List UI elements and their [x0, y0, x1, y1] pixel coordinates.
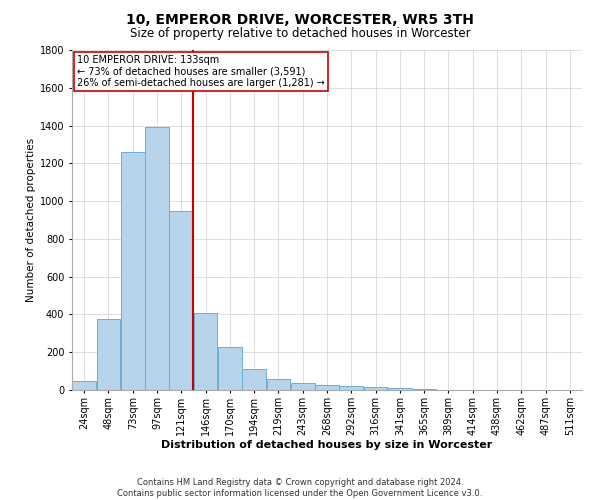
- Bar: [291, 384, 314, 390]
- Bar: [97, 319, 121, 390]
- Bar: [169, 210, 193, 390]
- Bar: [194, 312, 217, 390]
- Bar: [388, 388, 412, 390]
- Text: Size of property relative to detached houses in Worcester: Size of property relative to detached ho…: [130, 28, 470, 40]
- Bar: [266, 378, 290, 390]
- Bar: [242, 369, 266, 390]
- Text: Contains HM Land Registry data © Crown copyright and database right 2024.
Contai: Contains HM Land Registry data © Crown c…: [118, 478, 482, 498]
- X-axis label: Distribution of detached houses by size in Worcester: Distribution of detached houses by size …: [161, 440, 493, 450]
- Bar: [315, 386, 339, 390]
- Y-axis label: Number of detached properties: Number of detached properties: [26, 138, 35, 302]
- Bar: [121, 152, 145, 390]
- Bar: [364, 387, 388, 390]
- Bar: [72, 380, 96, 390]
- Bar: [340, 386, 363, 390]
- Bar: [412, 389, 436, 390]
- Bar: [145, 128, 169, 390]
- Text: 10, EMPEROR DRIVE, WORCESTER, WR5 3TH: 10, EMPEROR DRIVE, WORCESTER, WR5 3TH: [126, 12, 474, 26]
- Text: 10 EMPEROR DRIVE: 133sqm
← 73% of detached houses are smaller (3,591)
26% of sem: 10 EMPEROR DRIVE: 133sqm ← 73% of detach…: [77, 55, 325, 88]
- Bar: [218, 346, 242, 390]
